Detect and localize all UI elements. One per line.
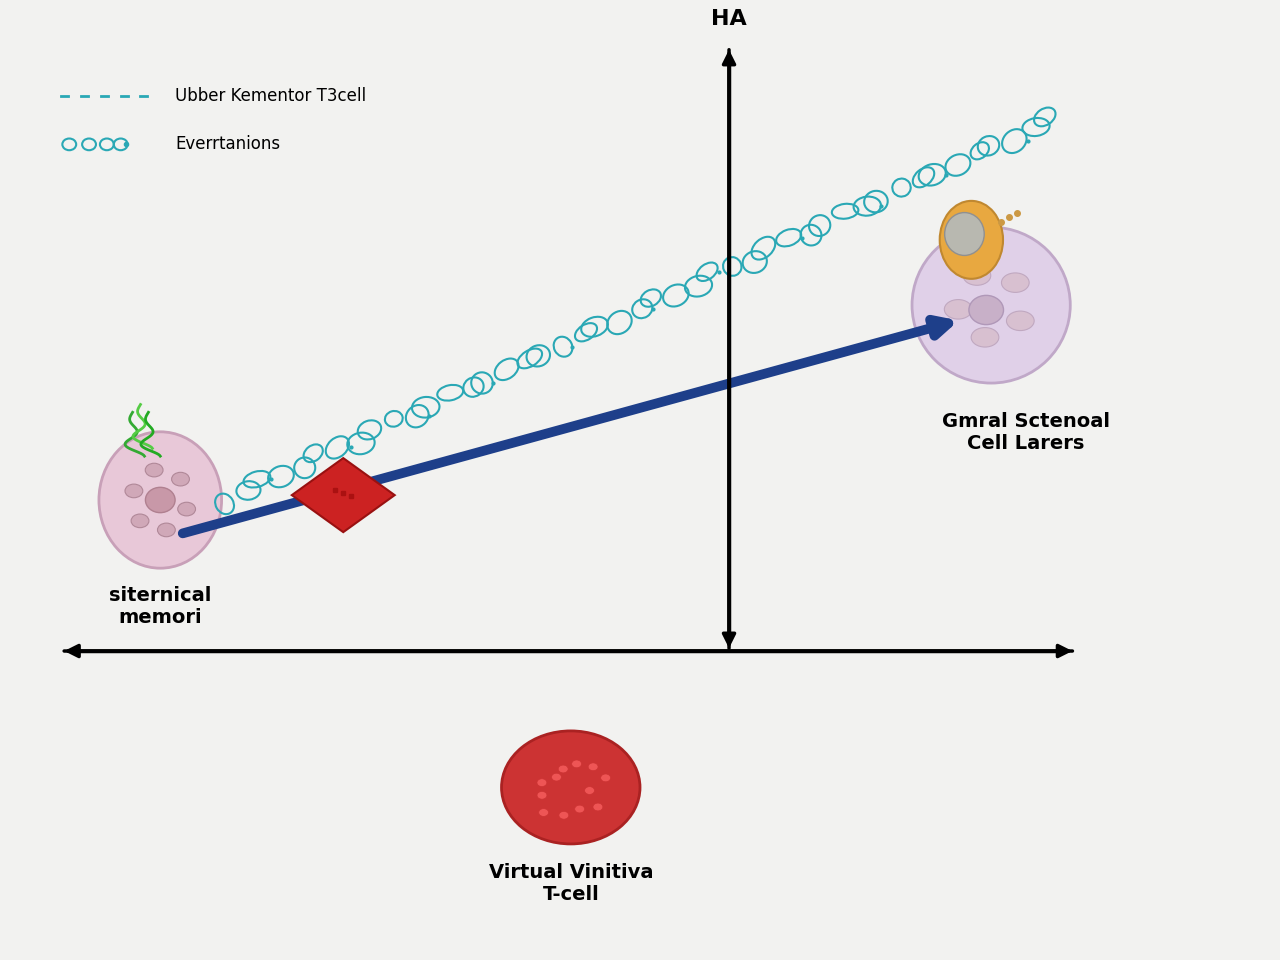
Text: HA: HA (712, 10, 748, 30)
Ellipse shape (552, 773, 562, 781)
Ellipse shape (1006, 311, 1034, 330)
Ellipse shape (178, 502, 196, 516)
Text: siternical
memori: siternical memori (109, 586, 211, 627)
Ellipse shape (502, 731, 640, 844)
Ellipse shape (539, 808, 549, 816)
Ellipse shape (913, 228, 1070, 383)
Ellipse shape (969, 296, 1004, 324)
Polygon shape (292, 458, 394, 532)
Ellipse shape (1001, 273, 1029, 293)
Ellipse shape (172, 472, 189, 486)
Ellipse shape (146, 488, 175, 513)
Ellipse shape (600, 774, 611, 781)
Ellipse shape (559, 811, 568, 819)
Ellipse shape (593, 804, 603, 811)
Ellipse shape (157, 523, 175, 537)
Ellipse shape (589, 763, 598, 771)
Ellipse shape (945, 212, 984, 255)
Ellipse shape (536, 779, 547, 786)
Text: Gmral Sctenoal
Cell Larers: Gmral Sctenoal Cell Larers (942, 412, 1110, 453)
Ellipse shape (145, 464, 163, 477)
Ellipse shape (99, 432, 221, 568)
Ellipse shape (963, 266, 991, 285)
Ellipse shape (572, 760, 581, 768)
Ellipse shape (575, 805, 585, 813)
Ellipse shape (945, 300, 972, 319)
Ellipse shape (538, 791, 547, 799)
Ellipse shape (131, 514, 148, 528)
Text: Ubber Kementor T3cell: Ubber Kementor T3cell (175, 86, 366, 105)
Ellipse shape (972, 327, 998, 348)
Text: Virtual Vinitiva
T-cell: Virtual Vinitiva T-cell (489, 863, 653, 904)
Ellipse shape (940, 201, 1004, 278)
Ellipse shape (585, 786, 594, 795)
Ellipse shape (558, 765, 568, 773)
Ellipse shape (125, 484, 143, 497)
Text: Everrtanions: Everrtanions (175, 135, 280, 154)
